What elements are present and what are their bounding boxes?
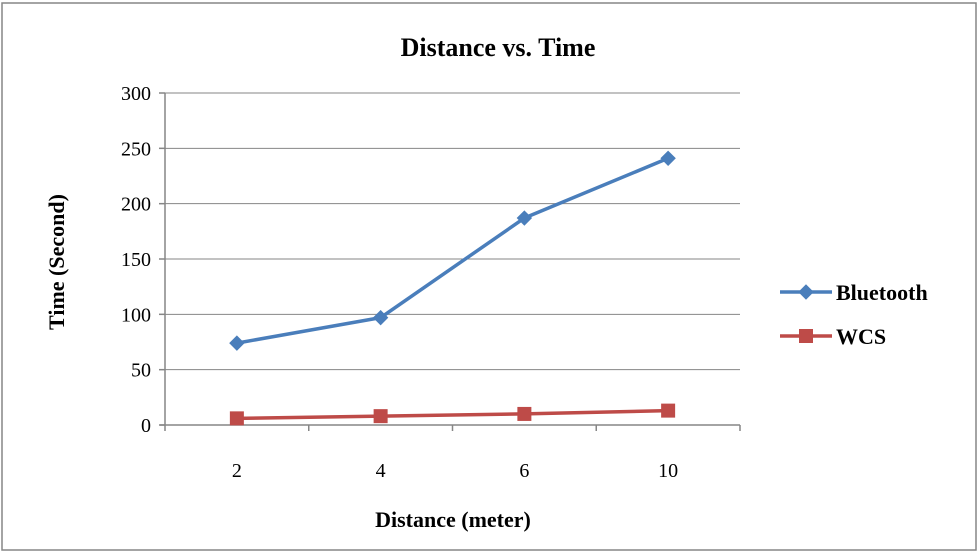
data-point-bluetooth bbox=[660, 150, 676, 167]
series-wcs bbox=[229, 403, 676, 426]
data-point-wcs bbox=[517, 406, 532, 421]
y-tick-label: 300 bbox=[121, 83, 151, 105]
legend-item-bluetooth: Bluetooth bbox=[780, 280, 928, 305]
x-tick-label: 4 bbox=[376, 460, 386, 482]
y-tick-label: 200 bbox=[121, 194, 151, 216]
data-point-bluetooth bbox=[372, 309, 389, 326]
y-axis-ticks: 0 50 100 150 200 250 300 bbox=[121, 83, 165, 437]
x-axis-ticks: 2 4 6 10 bbox=[164, 425, 741, 482]
y-tick-label: 0 bbox=[141, 415, 151, 437]
legend-marker-bluetooth bbox=[798, 284, 814, 300]
legend-label-bluetooth: Bluetooth bbox=[836, 280, 928, 305]
series-bluetooth bbox=[229, 150, 676, 351]
x-tick-label: 2 bbox=[232, 460, 242, 482]
legend-label-wcs: WCS bbox=[836, 324, 886, 349]
y-tick-label: 50 bbox=[131, 360, 151, 382]
series-line-bluetooth bbox=[236, 156, 669, 345]
data-point-wcs bbox=[661, 403, 676, 418]
y-tick-label: 150 bbox=[121, 249, 151, 271]
legend: Bluetooth WCS bbox=[780, 280, 928, 349]
x-tick-label: 6 bbox=[519, 460, 529, 482]
gridlines bbox=[165, 92, 740, 371]
data-point-wcs bbox=[229, 411, 244, 426]
legend-marker-wcs bbox=[799, 329, 813, 343]
data-point-wcs bbox=[373, 409, 388, 424]
legend-item-wcs: WCS bbox=[780, 324, 886, 349]
data-point-bluetooth bbox=[516, 210, 533, 226]
y-tick-label: 250 bbox=[121, 138, 151, 160]
data-point-bluetooth bbox=[229, 335, 245, 351]
chart-title: Distance vs. Time bbox=[401, 33, 596, 62]
x-axis-label: Distance (meter) bbox=[375, 507, 531, 532]
y-tick-label: 100 bbox=[121, 304, 151, 326]
x-tick-label: 10 bbox=[658, 460, 678, 482]
series-layer bbox=[229, 150, 676, 426]
series-line-wcs bbox=[236, 408, 669, 421]
y-axis-label: Time (Second) bbox=[44, 194, 69, 330]
